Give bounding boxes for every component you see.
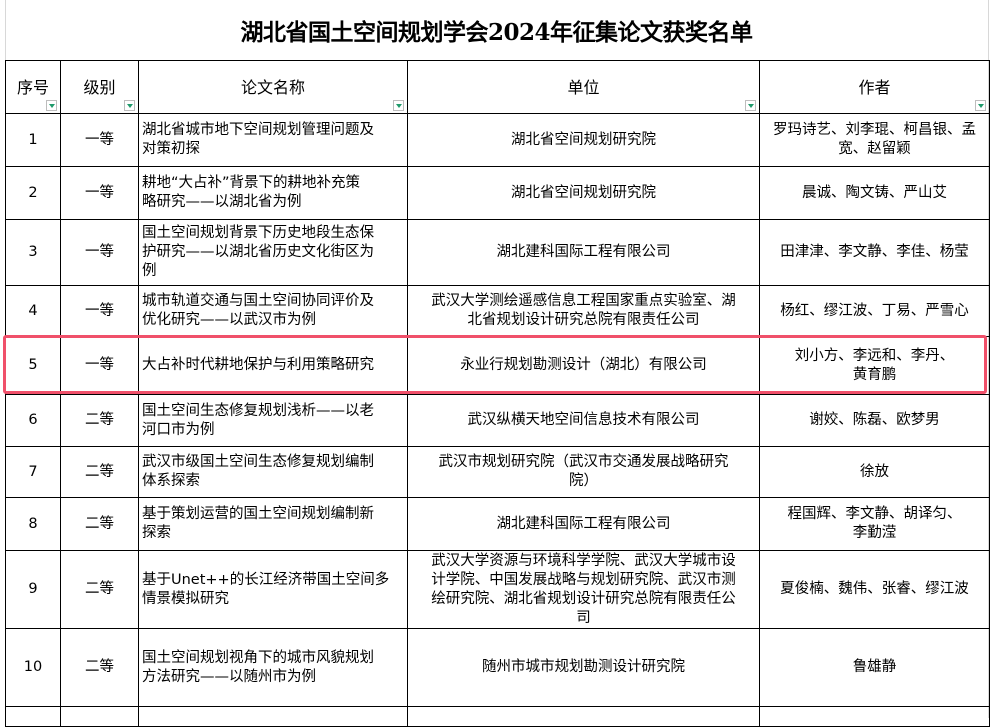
cell-authors[interactable]: 徐放 <box>759 446 990 498</box>
cell-authors[interactable]: 程国辉、李文静、胡译匀、 李勤滢 <box>759 497 990 551</box>
table-row: 3 一等 国土空间规划背景下历史地段生态保 护研究——以湖北省历史文化街区为 例湖北… <box>5 219 990 286</box>
cell-authors[interactable]: 田津津、李文静、李佳、杨莹 <box>759 219 990 286</box>
cell-level[interactable]: 二等 <box>60 497 139 551</box>
table-row: 6 二等 国土空间生态修复规划浅析——以老 河口市为例 武汉纵横天地空间信息技术有限公… <box>5 394 990 447</box>
table-row: 5 一等 大占补时代耕地保护与利用策略研究 永业行规划勘测设计（湖北）有限公司 刘小方、… <box>5 336 990 395</box>
cell-no[interactable]: 5 <box>5 336 61 395</box>
header-label: 作者 <box>858 77 891 97</box>
table-row: 2 一等 耕地“大占补”背景下的耕地补充策 略研究——以湖北省为例 湖北省空间规划研究… <box>5 166 990 220</box>
filter-dropdown-icon[interactable] <box>46 100 57 111</box>
cell-paper[interactable]: 基于策划运营的国土空间规划编制新 探索 <box>138 497 408 551</box>
cell-paper[interactable]: 国土空间规划背景下历史地段生态保 护研究——以湖北省历史文化街区为 例 <box>138 219 408 286</box>
cell-level[interactable]: 一等 <box>60 336 139 395</box>
table-row: 1 一等 湖北省城市地下空间规划管理问题及 对策初探 湖北省空间规划研究院 罗玛诗艺、刘… <box>5 113 990 167</box>
cell-no[interactable]: 3 <box>5 219 61 286</box>
header-org[interactable]: 单位 <box>407 60 760 114</box>
cell-paper[interactable]: 湖北省城市地下空间规划管理问题及 对策初探 <box>138 113 408 167</box>
cell-authors[interactable]: 杨红、缪江波、丁易、严雪心 <box>759 285 990 337</box>
awards-table: 序号 级别 论文名称 单位 作者 1 一等 湖北省城市地下空间规划管理问题及 对策初… <box>5 60 990 727</box>
cell-paper[interactable]: 耕地“大占补”背景下的耕地补充策 略研究——以湖北省为例 <box>138 166 408 220</box>
cell-org[interactable]: 武汉纵横天地空间信息技术有限公司 <box>407 394 760 447</box>
header-label: 论文名称 <box>240 77 305 97</box>
cell-level[interactable]: 二等 <box>60 550 139 629</box>
sheet-title[interactable]: 湖北省国土空间规划学会2024年征集论文获奖名单 <box>240 19 753 46</box>
cell-authors[interactable]: 谢姣、陈磊、欧梦男 <box>759 394 990 447</box>
cell-level[interactable]: 一等 <box>60 285 139 337</box>
table-row: 9 二等 基于Unet++的长江经济带国土空间多 情景模拟研究 武汉大学资源与环境科学… <box>5 550 990 629</box>
cell-no[interactable]: 7 <box>5 446 61 498</box>
cell-no[interactable]: 9 <box>5 550 61 629</box>
cell-paper[interactable]: 大占补时代耕地保护与利用策略研究 <box>138 336 408 395</box>
header-label: 单位 <box>567 77 600 97</box>
cell-paper[interactable]: 城市轨道交通与国土空间协同评价及 优化研究——以武汉市为例 <box>138 285 408 337</box>
filter-dropdown-icon[interactable] <box>745 100 756 111</box>
cell-level[interactable]: 一等 <box>60 219 139 286</box>
filter-dropdown-icon[interactable] <box>975 100 986 111</box>
cell-authors[interactable]: 夏俊楠、魏伟、张睿、缪江波 <box>759 550 990 629</box>
header-label: 级别 <box>83 77 116 97</box>
filter-dropdown-icon[interactable] <box>393 100 404 111</box>
cell-paper[interactable]: 基于Unet++的长江经济带国土空间多 情景模拟研究 <box>138 550 408 629</box>
cell-no[interactable]: 2 <box>5 166 61 220</box>
cell-level[interactable]: 一等 <box>60 113 139 167</box>
header-paper[interactable]: 论文名称 <box>138 60 408 114</box>
table-row <box>5 706 990 727</box>
header-no[interactable]: 序号 <box>5 60 61 114</box>
filter-dropdown-icon[interactable] <box>124 100 135 111</box>
cell-paper[interactable]: 国土空间规划视角下的城市风貌规划 方法研究——以随州市为例 <box>138 628 408 707</box>
cell-level[interactable]: 二等 <box>60 394 139 447</box>
cell-org[interactable]: 武汉市规划研究院（武汉市交通发展战略研究 院） <box>407 446 760 498</box>
cell-org[interactable]: 武汉大学资源与环境科学学院、武汉大学城市设 计学院、中国发展战略与规划研究院、武… <box>407 550 760 629</box>
table-row: 8 二等 基于策划运营的国土空间规划编制新 探索 湖北建科国际工程有限公司 程国辉、李文… <box>5 497 990 551</box>
cell-authors[interactable]: 鲁雄静 <box>759 628 990 707</box>
cell-org[interactable]: 湖北建科国际工程有限公司 <box>407 497 760 551</box>
cell-org[interactable]: 湖北建科国际工程有限公司 <box>407 219 760 286</box>
header-label: 序号 <box>16 77 49 97</box>
cell-org[interactable]: 湖北省空间规划研究院 <box>407 113 760 167</box>
table-row: 10 二等 国土空间规划视角下的城市风貌规划 方法研究——以随州市为例 随州市城市规划… <box>5 628 990 707</box>
empty-cell[interactable] <box>759 706 990 727</box>
table-row: 4 一等 城市轨道交通与国土空间协同评价及 优化研究——以武汉市为例 武汉大学测绘遥感… <box>5 285 990 337</box>
empty-cell[interactable] <box>5 706 61 727</box>
header-authors[interactable]: 作者 <box>759 60 990 114</box>
cell-level[interactable]: 二等 <box>60 446 139 498</box>
cell-org[interactable]: 湖北省空间规划研究院 <box>407 166 760 220</box>
cell-org[interactable]: 武汉大学测绘遥感信息工程国家重点实验室、湖 北省规划设计研究总院有限责任公司 <box>407 285 760 337</box>
cell-no[interactable]: 8 <box>5 497 61 551</box>
cell-paper[interactable]: 武汉市级国土空间生态修复规划编制 体系探索 <box>138 446 408 498</box>
cell-level[interactable]: 一等 <box>60 166 139 220</box>
table-row: 7 二等 武汉市级国土空间生态修复规划编制 体系探索 武汉市规划研究院（武汉市交通发展… <box>5 446 990 498</box>
empty-cell[interactable] <box>407 706 760 727</box>
header-row: 序号 级别 论文名称 单位 作者 <box>5 60 990 114</box>
cell-authors[interactable]: 罗玛诗艺、刘李琨、柯昌银、孟 宽、赵留颖 <box>759 113 990 167</box>
cell-authors[interactable]: 晨诚、陶文铸、严山艾 <box>759 166 990 220</box>
cell-no[interactable]: 6 <box>5 394 61 447</box>
cell-no[interactable]: 10 <box>5 628 61 707</box>
empty-cell[interactable] <box>60 706 139 727</box>
cell-paper[interactable]: 国土空间生态修复规划浅析——以老 河口市为例 <box>138 394 408 447</box>
cell-authors[interactable]: 刘小方、李远和、李丹、 黄育鹏 <box>759 336 990 395</box>
cell-no[interactable]: 4 <box>5 285 61 337</box>
header-level[interactable]: 级别 <box>60 60 139 114</box>
cell-org[interactable]: 随州市城市规划勘测设计研究院 <box>407 628 760 707</box>
cell-org[interactable]: 永业行规划勘测设计（湖北）有限公司 <box>407 336 760 395</box>
sheet-gridline <box>5 0 6 60</box>
empty-cell[interactable] <box>138 706 408 727</box>
cell-no[interactable]: 1 <box>5 113 61 167</box>
cell-level[interactable]: 二等 <box>60 628 139 707</box>
